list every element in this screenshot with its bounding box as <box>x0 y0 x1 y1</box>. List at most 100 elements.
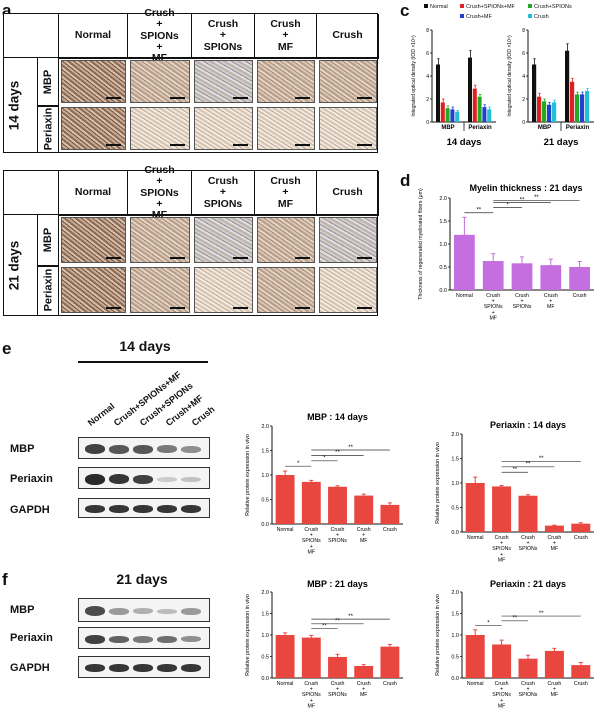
day-column <box>4 14 38 152</box>
blot-strip <box>78 598 210 622</box>
micrograph-mbp <box>257 217 315 263</box>
bar <box>275 635 295 678</box>
micrograph-mbp <box>194 60 253 103</box>
x-tick-label: Crush <box>574 535 588 541</box>
bar <box>436 64 440 122</box>
x-tick-label: Crush + SPIONs + MF <box>492 535 511 563</box>
row-divider <box>38 265 59 267</box>
y-tick-label: 0.5 <box>261 655 269 661</box>
y-tick-label: 1.0 <box>261 473 269 479</box>
y-tick-label: 1.0 <box>439 242 447 248</box>
significance-marker: ** <box>512 467 517 473</box>
x-tick-label: Crush <box>383 681 397 687</box>
x-tick-label-line: Crush <box>331 681 345 687</box>
panel-label-f: f <box>2 570 8 589</box>
blot-band <box>109 474 129 484</box>
column-header: Crush + SPIONs + MF <box>128 165 192 220</box>
x-tick-label-line: Crush <box>573 293 587 299</box>
chart-title: MBP : 21 days <box>307 579 368 589</box>
chart-c-legend: Normal Crush+SPIONs+MF Crush+SPIONs Crus… <box>424 4 596 24</box>
blot-band <box>109 505 129 513</box>
category-label: Periaxin <box>468 125 492 131</box>
y-tick-label: 0.5 <box>261 498 269 504</box>
blot-band <box>109 444 129 454</box>
column-header: Crush + SPIONs <box>192 171 255 215</box>
x-tick-label-line: + <box>553 541 556 547</box>
scale-bar <box>295 144 310 146</box>
scale-bar <box>357 97 372 99</box>
significance-marker: ** <box>512 616 517 622</box>
header-divider <box>59 214 379 216</box>
x-tick-label-line: Crush <box>574 681 588 687</box>
x-tick-label-line: + <box>336 533 339 539</box>
x-tick-label-line: MF <box>360 692 368 698</box>
chart-c-21-days: 0 2 4 6 8 Integrated optical density (IOD ×10… <box>507 28 594 148</box>
lane-label: Normal <box>85 401 117 428</box>
bar <box>547 104 552 122</box>
y-tick-label: 0.0 <box>439 288 447 294</box>
bar <box>518 658 538 678</box>
x-tick-label-line: Crush <box>515 293 529 299</box>
row-divider <box>38 105 59 107</box>
blot-band <box>181 505 201 513</box>
y-tick-label: 2.0 <box>261 424 269 430</box>
x-tick-label-line: SPIONs <box>328 538 347 544</box>
y-tick-label: 0.0 <box>261 522 269 528</box>
x-tick-label: Normal <box>277 681 294 687</box>
y-tick-label: 0.0 <box>451 530 459 536</box>
x-tick-label-line: + <box>500 698 503 704</box>
blot-strip <box>78 656 210 678</box>
y-tick-label: 1.5 <box>439 219 447 225</box>
x-tick-label-line: Crush <box>486 293 500 299</box>
bar <box>301 481 321 524</box>
micrograph-periaxin <box>319 267 377 313</box>
blot-band <box>85 473 105 485</box>
y-tick-label: 2.0 <box>451 432 459 438</box>
x-tick-label: Crush + SPIONs <box>513 293 532 310</box>
header-corner <box>4 14 59 58</box>
scale-bar <box>170 307 185 309</box>
x-tick-label-line: Crush <box>547 535 561 541</box>
row-label-periaxin: Periaxin <box>38 265 59 315</box>
blot-band <box>85 444 105 454</box>
x-tick-label-line: Crush <box>357 681 371 687</box>
chart-title: Myelin thickness : 21 days <box>469 183 582 193</box>
x-tick-label: Crush <box>574 681 588 687</box>
micrograph-periaxin <box>257 267 315 313</box>
blot-strip <box>78 498 210 518</box>
bar <box>275 475 295 524</box>
y-tick-label: 8 <box>522 28 525 34</box>
y-tick-label: 0.0 <box>261 676 269 682</box>
y-tick-label: 0.5 <box>451 506 459 512</box>
x-tick-label-line: Normal <box>467 681 484 687</box>
significance-marker: ** <box>348 445 353 451</box>
significance-marker: * <box>487 620 490 626</box>
blot-f-row-periaxin: Periaxin <box>10 632 53 644</box>
blot-strip <box>78 467 210 489</box>
day-label-text: 14 days <box>6 80 22 130</box>
row-label-text: Periaxin <box>42 107 55 150</box>
row-label-mbp: MBP <box>38 215 59 265</box>
x-tick-label: Normal <box>456 293 473 299</box>
blot-strip <box>78 437 210 459</box>
bar <box>532 64 537 122</box>
legend-normal: Normal <box>430 4 448 10</box>
micrograph-periaxin <box>61 107 126 150</box>
bar <box>565 50 570 123</box>
micrograph-mbp <box>319 60 377 103</box>
y-tick-label: 2.0 <box>439 196 447 202</box>
significance-marker: ** <box>335 619 340 625</box>
y-tick-label: 4 <box>426 74 429 80</box>
day-column <box>4 171 38 315</box>
scale-bar <box>106 257 121 259</box>
legend-crush-mf: Crush+MF <box>466 14 492 20</box>
significance-marker: ** <box>534 195 539 201</box>
y-tick-label: 1.5 <box>261 612 269 618</box>
y-tick-label: 1.5 <box>451 612 459 618</box>
chart-mbp-14-days: MBP : 14 days 0.0 0.5 1.0 1.5 2.0 Relative pro… <box>245 412 403 555</box>
x-tick-label-line: MF <box>547 304 555 310</box>
micrograph-mbp <box>61 60 126 103</box>
significance-marker: * <box>297 461 300 467</box>
blot-band <box>133 608 153 614</box>
significance-marker: ** <box>539 456 544 462</box>
